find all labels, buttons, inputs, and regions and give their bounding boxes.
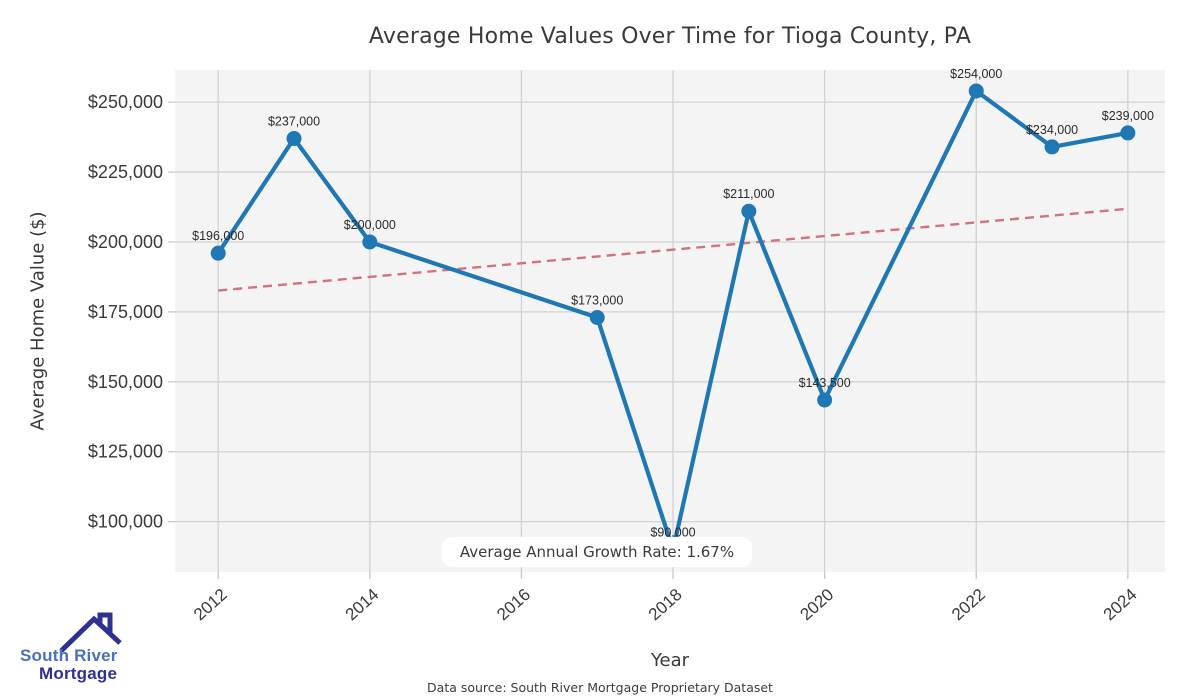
logo-text-mortgage: Mortgage	[39, 664, 118, 683]
data-point-label: $211,000	[723, 187, 774, 201]
data-point-label: $254,000	[950, 67, 1002, 81]
data-point	[210, 245, 226, 261]
x-tick-label: 2014	[342, 585, 383, 624]
data-point	[362, 234, 378, 250]
data-point	[286, 131, 302, 147]
chart-title: Average Home Values Over Time for Tioga …	[368, 24, 972, 49]
data-source-footer: Data source: South River Mortgage Propri…	[427, 680, 773, 695]
data-point-label: $200,000	[344, 218, 396, 232]
plot-area	[175, 70, 1165, 572]
x-tick-label: 2022	[948, 585, 989, 624]
y-tick-label: $250,000	[88, 92, 163, 112]
data-point-label: $196,000	[192, 229, 244, 243]
data-point	[968, 83, 984, 99]
south-river-mortgage-logo: South River Mortgage	[14, 606, 154, 690]
x-tick-label: 2020	[796, 585, 837, 624]
x-tick-label: 2016	[493, 585, 534, 624]
x-tick-label: 2012	[190, 585, 231, 624]
y-tick-label: $175,000	[88, 302, 163, 322]
data-point	[741, 203, 757, 219]
home-value-line	[216, 88, 1130, 552]
logo-text-south-river: South River	[20, 646, 118, 665]
data-point-label: $143,500	[799, 376, 851, 390]
growth-rate-annotation: Average Annual Growth Rate: 1.67%	[441, 537, 753, 567]
x-axis-label: Year	[650, 650, 690, 671]
y-tick-label: $225,000	[88, 162, 163, 182]
data-point-label: $239,000	[1102, 109, 1154, 123]
x-tick-label: 2024	[1100, 585, 1141, 624]
data-point	[1120, 125, 1136, 141]
data-point	[817, 392, 833, 408]
data-point-label: $234,000	[1026, 123, 1078, 137]
trend-line	[218, 207, 1128, 292]
data-point-label: $237,000	[268, 115, 320, 129]
y-tick-label: $125,000	[88, 442, 163, 462]
x-tick-label: 2018	[645, 585, 686, 624]
y-tick-label: $150,000	[88, 372, 163, 392]
y-tick-label: $200,000	[88, 232, 163, 252]
y-axis-label: Average Home Value ($)	[27, 211, 49, 431]
data-point-label: $90,000	[650, 526, 695, 540]
data-point-label: $173,000	[571, 294, 623, 308]
y-tick-label: $100,000	[88, 512, 163, 532]
data-point	[589, 310, 605, 326]
house-roof-icon	[59, 612, 122, 653]
data-point	[1044, 139, 1060, 155]
